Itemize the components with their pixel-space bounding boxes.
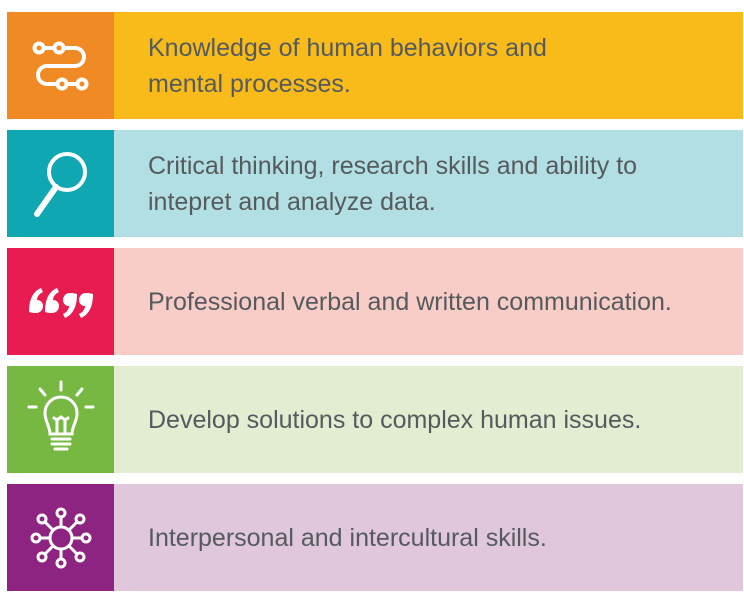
skill-row-knowledge: Knowledge of human behaviors and mental … (7, 12, 743, 119)
skill-text-box: Interpersonal and intercultural skills. (114, 484, 743, 591)
magnifying-glass-icon (33, 151, 87, 217)
skill-text-box: Develop solutions to complex human issue… (114, 366, 743, 473)
skill-text: Develop solutions to complex human issue… (148, 405, 642, 434)
skill-text-box: Critical thinking, research skills and a… (114, 130, 743, 237)
skill-text-box: Knowledge of human behaviors and mental … (114, 12, 743, 119)
skill-text: Critical thinking, research skills and a… (148, 151, 638, 216)
icon-tile (7, 12, 114, 119)
skill-row-communication: Professional verbal and written communic… (7, 248, 743, 355)
icon-tile (7, 366, 114, 473)
skill-row-interpersonal: Interpersonal and intercultural skills. (7, 484, 743, 591)
icon-tile (7, 484, 114, 591)
skill-text-box: Professional verbal and written communic… (114, 248, 743, 355)
lightbulb-icon (27, 380, 94, 450)
skill-text: Interpersonal and intercultural skills. (148, 523, 547, 552)
skill-row-critical-thinking: Critical thinking, research skills and a… (7, 130, 743, 237)
network-hub-icon (30, 507, 91, 568)
icon-tile (7, 130, 114, 237)
path-flow-icon (32, 41, 88, 90)
skill-text: Knowledge of human behaviors and mental … (148, 33, 547, 98)
icon-tile (7, 248, 114, 355)
skill-row-solutions: Develop solutions to complex human issue… (7, 366, 743, 473)
quotation-marks-icon (28, 287, 93, 318)
skill-text: Professional verbal and written communic… (148, 287, 672, 316)
